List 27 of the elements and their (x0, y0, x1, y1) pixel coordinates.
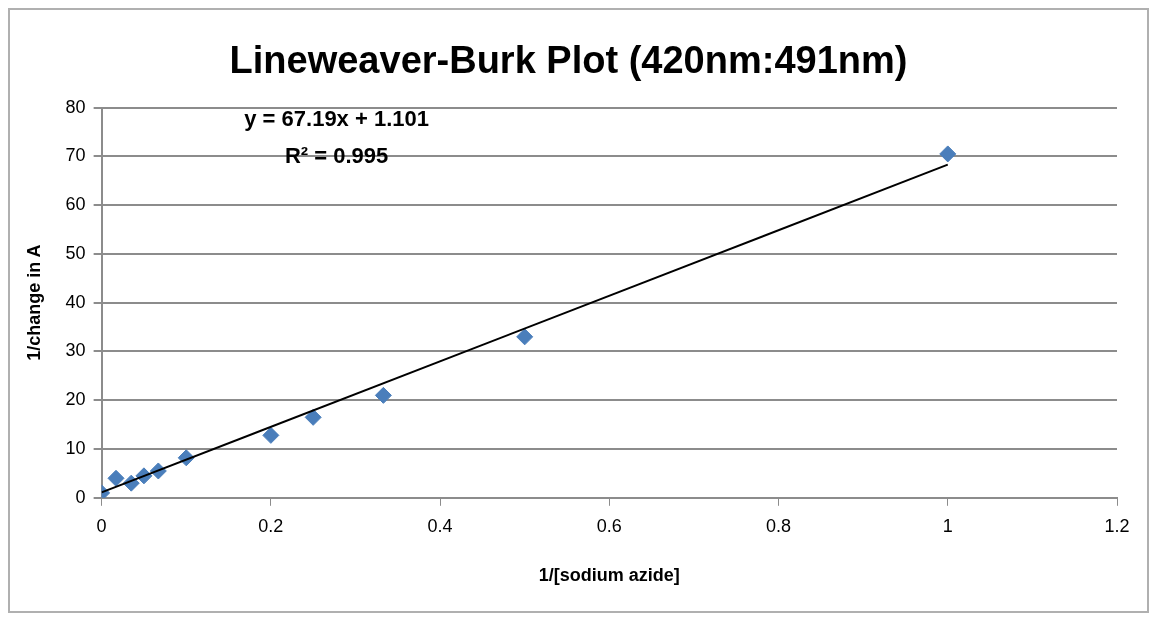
y-tick-label: 10 (65, 437, 86, 458)
x-tick-label: 0.8 (766, 515, 792, 536)
y-tick-label: 40 (65, 291, 86, 312)
point (304, 408, 322, 426)
x-tick-label: 0 (96, 515, 107, 536)
x-tick-label: 0.4 (427, 515, 453, 536)
y-tick-label: 70 (65, 145, 86, 166)
annotation: y = 67.19x + 1.101 (244, 105, 429, 131)
y-axis-title: 1/change in A (23, 244, 44, 361)
x-axis-title: 1/[sodium azide] (538, 565, 680, 586)
y-tick-label: 20 (65, 389, 86, 410)
y-tick-label: 0 (75, 486, 86, 507)
y-tick-label: 60 (65, 194, 86, 215)
point (107, 469, 125, 487)
x-tick-label: 1.2 (1104, 515, 1130, 536)
point (262, 426, 280, 444)
x-tick-label: 0.2 (258, 515, 284, 536)
chart-title: Lineweaver-Burk Plot (420nm:491nm) (229, 39, 908, 82)
y-tick-label: 50 (65, 242, 86, 263)
point (939, 145, 957, 163)
y-tick-label: 30 (65, 340, 86, 361)
y-tick-label: 80 (65, 96, 86, 117)
annotation: R² = 0.995 (284, 142, 389, 168)
x-tick-label: 0.6 (596, 515, 622, 536)
x-tick-label: 1 (942, 515, 953, 536)
point (516, 328, 534, 346)
point (374, 386, 392, 404)
